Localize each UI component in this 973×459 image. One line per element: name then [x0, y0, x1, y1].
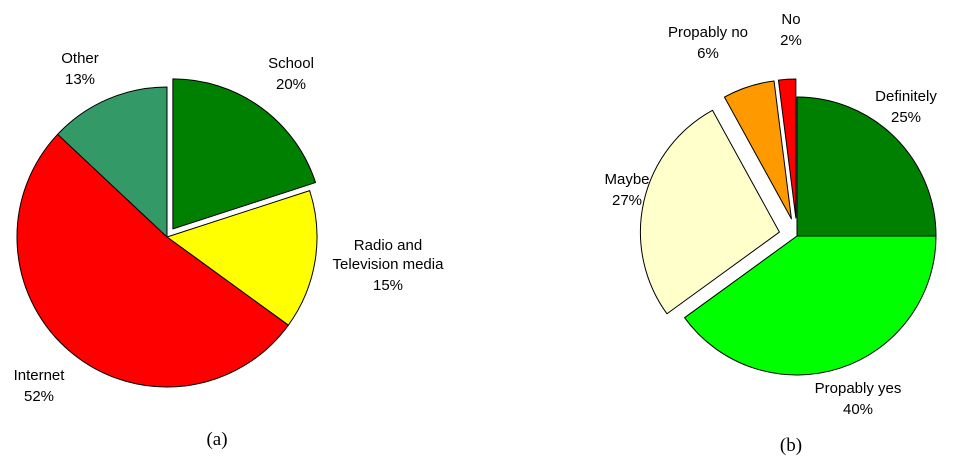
pie-b-slice-no — [777, 78, 797, 219]
pie-chart-b: Definitely 25% Propably yes 40% Maybe 27% Prop… — [604, 11, 937, 418]
pie-a-label-radio-and-television-media: Radio and Television media 15% — [333, 237, 445, 294]
caption-b: (b) — [780, 435, 802, 456]
pie-b-slice-definitely — [796, 96, 937, 237]
pie-a-label-internet: Internet 52% — [14, 367, 66, 405]
pie-a-slice-radio-and-television-media — [166, 190, 318, 326]
caption-a: (a) — [206, 429, 227, 450]
pie-b-label-propably-yes: Propably yes 40% — [815, 380, 902, 418]
pie-chart-a: School 20% Radio and Television media 15% Int… — [14, 50, 445, 405]
pie-a-slice-other — [57, 86, 168, 238]
pie-b-label-propably-no: Propably no 6% — [668, 24, 748, 62]
pie-b-slice-propably-yes — [684, 235, 937, 376]
pie-a-slice-school — [172, 78, 317, 230]
pie-b-slice-maybe — [639, 109, 780, 315]
pie-a-slice-internet — [16, 133, 289, 388]
pie-a-label-other: Other 13% — [61, 50, 99, 88]
pie-b-label-definitely: Definitely 25% — [875, 88, 937, 126]
pie-b-label-maybe: Maybe 27% — [604, 171, 649, 209]
pie-b-label-no: No 2% — [780, 11, 802, 49]
pie-b-slice-propably-no — [723, 80, 792, 220]
pie-a-label-school: School 20% — [268, 55, 314, 93]
